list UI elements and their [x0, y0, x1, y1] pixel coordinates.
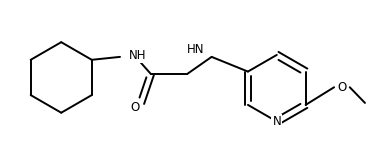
- Text: O: O: [130, 101, 139, 114]
- Text: HN: HN: [187, 43, 205, 56]
- Text: NH: NH: [129, 49, 146, 62]
- Text: N: N: [272, 115, 281, 128]
- Text: O: O: [337, 81, 346, 94]
